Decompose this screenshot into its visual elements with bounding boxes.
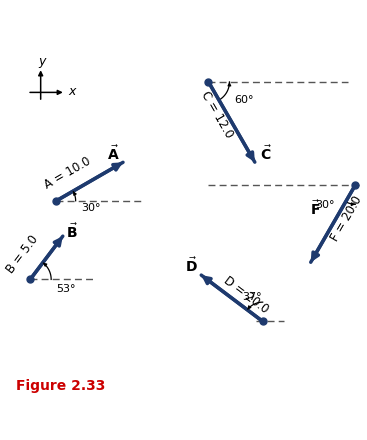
Text: 30°: 30° xyxy=(81,203,101,213)
Text: C = 12.0: C = 12.0 xyxy=(198,89,235,140)
Text: $\vec{\mathbf{C}}$: $\vec{\mathbf{C}}$ xyxy=(260,145,272,163)
Text: $\vec{\mathbf{A}}$: $\vec{\mathbf{A}}$ xyxy=(107,144,120,162)
Text: B = 5.0: B = 5.0 xyxy=(4,233,41,276)
Text: D = 20.0: D = 20.0 xyxy=(221,274,271,316)
Text: A = 10.0: A = 10.0 xyxy=(42,154,93,191)
Text: 60°: 60° xyxy=(235,95,254,105)
Text: $\vec{\mathbf{B}}$: $\vec{\mathbf{B}}$ xyxy=(66,222,77,241)
Text: 30°: 30° xyxy=(315,200,335,210)
Text: 53°: 53° xyxy=(57,284,76,293)
Text: $x$: $x$ xyxy=(68,85,77,98)
Text: Figure 2.33: Figure 2.33 xyxy=(16,378,106,392)
Text: $\vec{\mathbf{D}}$: $\vec{\mathbf{D}}$ xyxy=(185,257,198,275)
Text: 37°: 37° xyxy=(242,293,261,302)
Text: $y$: $y$ xyxy=(38,56,48,70)
Text: $\vec{\mathbf{F}}$: $\vec{\mathbf{F}}$ xyxy=(310,199,321,218)
Text: F = 20.0: F = 20.0 xyxy=(328,194,365,244)
